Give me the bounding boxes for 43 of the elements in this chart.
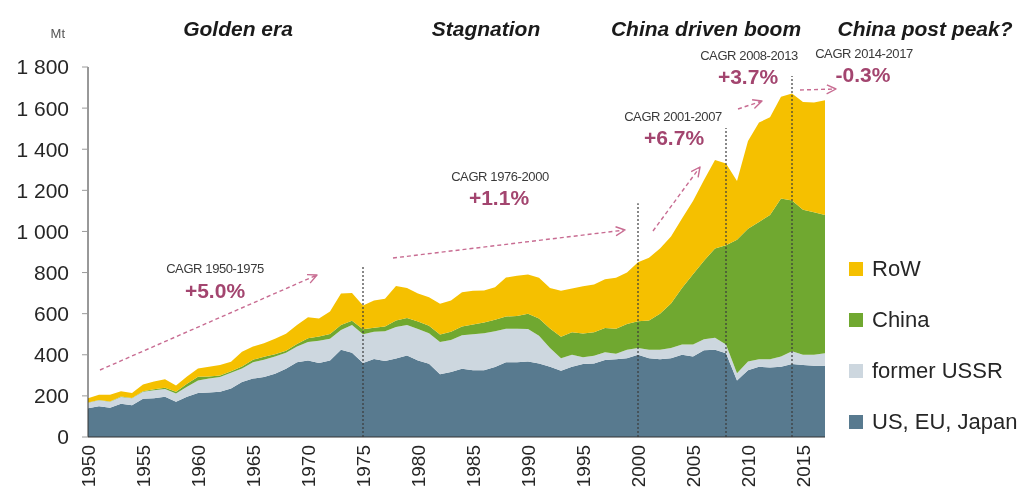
y-tick-label: 200	[33, 384, 69, 408]
annotation: +5.0%	[184, 279, 246, 302]
y-tick-label: 1 200	[16, 178, 69, 202]
text: CAGR 2014-2017	[815, 46, 914, 61]
annotation: CAGR 2001-2007	[624, 109, 723, 124]
x-tick-label: 1985	[462, 445, 484, 488]
y-tick-label: 0	[57, 425, 69, 449]
y-tick-label: 1 000	[16, 219, 69, 243]
y-tick-label: 1 400	[16, 137, 69, 161]
x-tick-label: 1955	[132, 445, 154, 488]
text: -0.3%	[835, 63, 891, 86]
y-tick-label: 1 800	[16, 55, 69, 79]
legend-label: China	[872, 306, 930, 333]
text: CAGR 2008-2013	[700, 48, 799, 63]
x-tick-label: 1980	[407, 445, 429, 488]
annotation: CAGR 1976-2000	[451, 169, 550, 184]
annotation: +6.7%	[643, 126, 705, 149]
text: Golden era	[183, 17, 294, 40]
x-tick-label: 1950	[77, 445, 99, 488]
annotation: +3.7%	[717, 65, 779, 88]
y-tick-label: 400	[33, 343, 69, 367]
y-tick-label: 600	[33, 302, 69, 326]
x-tick-label: 2015	[792, 445, 814, 488]
legend-label: US, EU, Japan	[872, 408, 1018, 435]
x-tick-label: 1975	[352, 445, 374, 488]
y-tick-label: 800	[33, 261, 69, 285]
text: China driven boom	[610, 17, 802, 40]
x-tick-label: 1995	[572, 445, 594, 488]
text: Stagnation	[431, 17, 541, 40]
legend-label: RoW	[872, 255, 921, 282]
legend-label: former USSR	[872, 357, 1003, 384]
text: China post peak?	[837, 17, 1013, 40]
x-tick-label: 2010	[737, 445, 759, 488]
x-tick-label: 1965	[242, 445, 264, 488]
y-tick-label: 1 600	[16, 96, 69, 120]
annotation: CAGR 1950-1975	[166, 261, 265, 276]
x-tick-label: 2005	[682, 445, 704, 488]
x-tick-label: 2000	[627, 445, 649, 488]
y-axis-title: Mt	[50, 26, 66, 41]
x-tick-label: 1960	[187, 445, 209, 488]
x-tick-label: 1970	[297, 445, 319, 488]
x-tick-label: 1990	[517, 445, 539, 488]
annotation: +1.1%	[468, 186, 530, 209]
